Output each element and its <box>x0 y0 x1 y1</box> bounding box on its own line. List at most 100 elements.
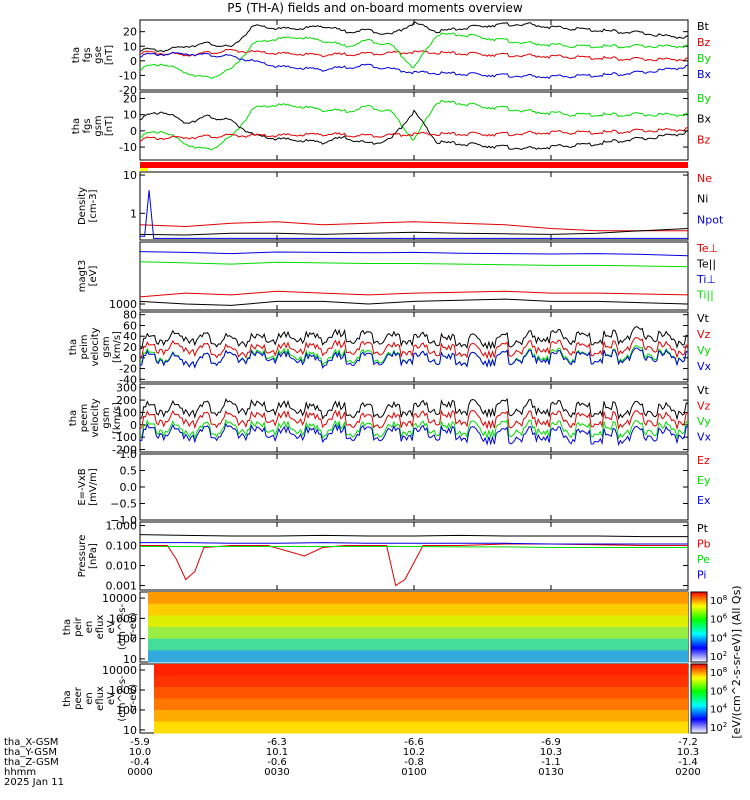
x-tick-label: -0.4 <box>130 757 150 768</box>
panel-density: Density [cm-3] 10 1 Ne Ni Npot <box>77 169 724 241</box>
spectrogram-band <box>154 698 688 711</box>
y-tick-label: −1.0 <box>110 514 137 527</box>
x-tick-label: 10.1 <box>266 747 288 758</box>
y-axis-label: tha <box>62 619 73 635</box>
series-line-Te|| <box>139 298 689 306</box>
y-tick-label: 0 <box>130 352 137 365</box>
colorbar-tick-label: 108 <box>710 594 727 607</box>
legend-entry: Ni <box>697 193 708 206</box>
spectrogram-band <box>154 675 688 688</box>
y-tick-label: 40 <box>123 330 137 343</box>
legend-entry: Vt <box>697 312 710 325</box>
y-tick-label: 10 <box>123 169 137 182</box>
y-tick-label: -20 <box>119 363 137 376</box>
colorbar-tick-label: 102 <box>710 721 727 734</box>
x-tick-label: -0.8 <box>404 757 424 768</box>
y-tick-label: 10 <box>123 109 137 122</box>
legend-entry: Vx <box>697 360 712 373</box>
y-axis-label: fgs <box>82 118 93 133</box>
legend-entry: Vy <box>697 344 711 357</box>
x-axis-row-label: tha_Y-GSM <box>4 747 57 758</box>
x-axis-row-label: tha_X-GSM <box>4 737 58 748</box>
panel-pressure: Pressure [nPa] 1.000 0.100 0.010 0.001 Pt Pb Pe P… <box>77 520 711 593</box>
y-axis-label: Pressure <box>77 535 88 578</box>
x-tick-label: 0100 <box>401 767 426 778</box>
panel-frame <box>139 91 689 161</box>
colorbar-tick-label: 108 <box>710 666 727 679</box>
y-tick-label: 20 <box>123 92 137 105</box>
colorbar-label: [eV/(cm^2-s-sr-eV)] (All Qs) <box>730 585 743 738</box>
series-line-Ti⊥ <box>139 251 689 257</box>
legend-entry: Bt <box>697 20 710 33</box>
y-tick-label: 100 <box>116 633 137 646</box>
x-tick-label: -0.6 <box>267 757 287 768</box>
series-line-Bx <box>139 51 689 80</box>
y-tick-label: 1000 <box>109 612 137 625</box>
panel-temperature: magt3 [eV] 1000 Te⊥ Te|| Ti⊥ Ti|| <box>77 241 718 311</box>
legend-entry: By <box>697 52 712 65</box>
y-tick-label: 1000 <box>109 298 137 311</box>
spectrogram-band <box>148 592 688 605</box>
y-axis-label: en <box>84 692 95 705</box>
y-axis-label: peim <box>79 334 90 359</box>
x-tick-label: -1.4 <box>678 757 698 768</box>
legend-entry: Pe <box>697 553 710 566</box>
panel-peir-spectrogram: tha peir en eflux eV (cm^2-s-sr-eV) 10000 1000 1… <box>62 591 689 666</box>
panel-frame <box>139 453 689 521</box>
x-tick-label: 10.3 <box>540 747 562 758</box>
legend-entry: Npot <box>697 213 724 226</box>
series-line-Vt <box>139 326 689 351</box>
legend-entry: Pb <box>697 538 711 551</box>
panel-fgs-gsm: tha fgs gsm [nT] 20 10 0 -10 By Bx Bz <box>71 91 712 161</box>
y-axis-label: fgs <box>82 47 93 62</box>
y-axis-label: gsm <box>93 115 104 136</box>
legend-entry: Ez <box>697 454 710 467</box>
y-axis-label: [nT] <box>104 45 115 65</box>
y-axis-label: (cm^2-s- <box>117 675 128 722</box>
series-line-Pt <box>139 534 688 538</box>
x-axis-row-label: hhmm <box>4 767 36 778</box>
panel-peem-velocity: tha peem velocity gsm [km/s] 3002001000-100-2… <box>68 382 712 457</box>
series-line-Te⊥ <box>139 290 689 298</box>
y-axis-label: velocity <box>90 398 101 437</box>
legend-entry: Bx <box>697 113 712 126</box>
series-line-Vx <box>139 347 689 369</box>
x-tick-label: -5.9 <box>130 737 150 748</box>
y-axis-label: gsm <box>101 336 112 357</box>
y-tick-label: 0 <box>130 55 137 68</box>
spectrogram-band <box>148 603 688 616</box>
legend-entry: Bx <box>697 68 712 81</box>
colorbar-tick-label: 106 <box>710 613 728 626</box>
colorbar-tick-label: 104 <box>710 631 728 644</box>
x-tick-label: 10.2 <box>403 747 425 758</box>
y-axis-label: eflux <box>95 615 106 640</box>
y-tick-label: 0.5 <box>120 465 138 478</box>
legend-entry: Bz <box>697 36 711 49</box>
y-tick-label: 100 <box>116 406 137 419</box>
series-line-Vz <box>139 409 689 431</box>
y-tick-label: 0.010 <box>106 560 138 573</box>
legend-entry: Pt <box>697 522 709 535</box>
y-tick-label: -10 <box>119 141 137 154</box>
spectrogram-band <box>148 638 688 651</box>
legend-entry: Vx <box>697 431 712 444</box>
y-tick-label: 200 <box>116 394 137 407</box>
panel-frame <box>139 521 689 591</box>
series-line-By <box>139 32 688 79</box>
colorbar-upper <box>690 591 708 663</box>
y-tick-label: 100 <box>116 704 137 717</box>
series-line-Bz <box>140 48 688 62</box>
y-tick-label: 1.0 <box>120 448 138 461</box>
series-line-Vz <box>139 336 689 360</box>
y-axis-label: [mV/m] <box>88 468 99 506</box>
legend-entry: Bz <box>697 133 711 146</box>
x-axis-row-label: 2025 Jan 11 <box>4 777 64 788</box>
y-axis-label: [eV] <box>88 266 99 287</box>
y-axis-label: Density <box>77 187 88 225</box>
series-line-By <box>139 99 689 151</box>
series-line-Pb <box>140 543 688 587</box>
y-tick-label: 20 <box>123 341 137 354</box>
y-axis-label: [nPa] <box>88 543 99 569</box>
series-line-Bt <box>140 21 689 53</box>
